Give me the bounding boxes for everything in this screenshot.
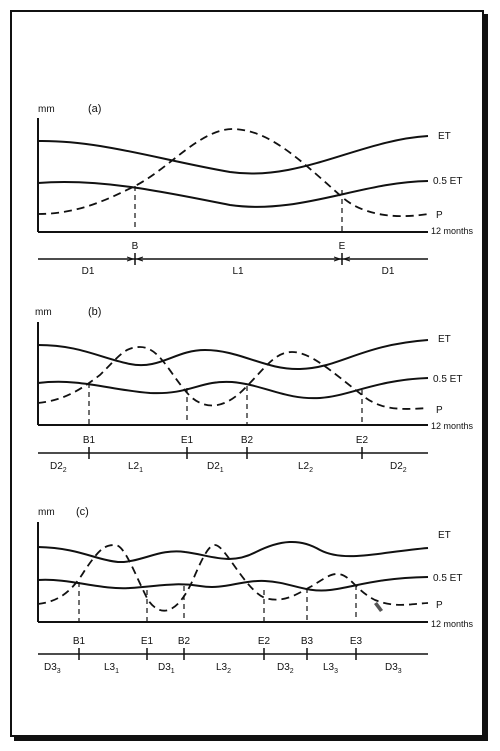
panel-label: (b) [88,306,101,318]
point-label: B3 [301,636,314,647]
frame-shadow [484,14,488,741]
et-label: ET [438,131,451,142]
segment-label: D1 [82,266,95,277]
et-curve [37,540,429,564]
point-label-b: B [132,241,139,252]
segment-label: D31 [158,662,175,675]
point-label: B1 [73,636,86,647]
half-et-curve [37,377,429,400]
arrow-marks [126,256,144,262]
et-curve [37,339,429,371]
p-label: P [436,600,443,611]
p-curve [37,346,429,410]
point-label-e: E [339,241,346,252]
months-label: 12 months [431,619,474,629]
point-label: B2 [178,636,191,647]
point-label: E2 [356,435,369,446]
unit-label: mm [35,307,52,318]
panel-c: mm (c) ET 0.5 ET P 12 months B1 E1 B2 E2… [37,506,474,675]
segment-label: D33 [44,662,61,675]
p-label: P [436,210,443,221]
segment-label: L32 [216,662,231,675]
segment-label: D22 [50,461,67,474]
unit-label: mm [38,104,55,115]
half-et-curve [37,180,429,208]
panel-label: (c) [76,506,89,518]
segment-label: L31 [104,662,119,675]
months-label: 12 months [431,226,474,236]
figure-frame [10,10,484,737]
half-et-label: 0.5 ET [433,176,462,187]
p-curve [37,128,429,217]
half-et-label: 0.5 ET [433,374,462,385]
point-label: E1 [141,636,154,647]
segment-label: L1 [232,266,244,277]
et-label: ET [438,334,451,345]
segment-label: D22 [390,461,407,474]
et-label: ET [438,530,451,541]
segment-label: D32 [277,662,294,675]
point-label: B1 [83,435,96,446]
half-et-label: 0.5 ET [433,573,462,584]
panel-b: mm (b) ET 0.5 ET P 12 months B1 E1 B2 E2… [35,306,474,474]
et-curve [37,135,429,175]
frame-shadow [14,737,488,741]
point-label: E2 [258,636,271,647]
panel-label: (a) [88,103,101,115]
segment-label: L21 [128,461,143,474]
arrow-marks [333,256,351,262]
months-label: 12 months [431,421,474,431]
pencil-mark [374,602,383,612]
point-label: E3 [350,636,363,647]
segment-label: L33 [323,662,338,675]
segment-label: D1 [382,266,395,277]
p-curve [37,544,429,612]
segment-label: D21 [207,461,224,474]
segment-label: D33 [385,662,402,675]
p-label: P [436,405,443,416]
point-label: E1 [181,435,194,446]
half-et-curve [37,576,429,592]
point-label: B2 [241,435,254,446]
unit-label: mm [38,507,55,518]
panel-a: mm (a) ET 0.5 ET P 12 months B E D1 L1 D… [37,103,474,277]
segment-label: L22 [298,461,313,474]
